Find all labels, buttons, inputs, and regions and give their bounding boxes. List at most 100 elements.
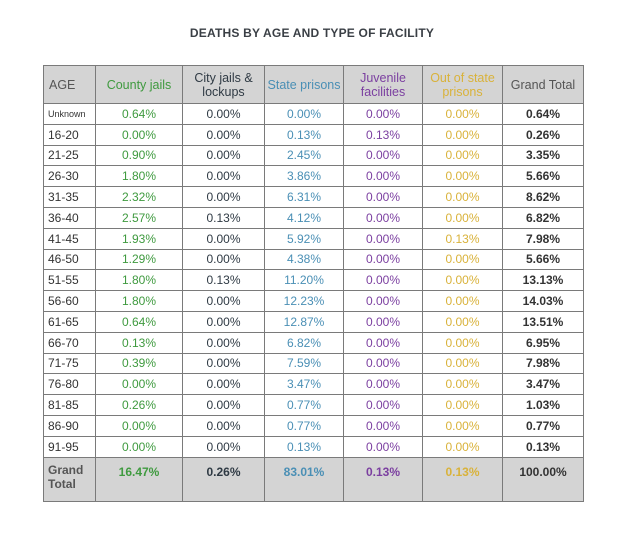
grand-total-cell: 0.13% (502, 435, 584, 458)
juvenile-cell: 0.00% (343, 394, 423, 416)
city-cell: 0.00% (182, 165, 265, 188)
out-of-state-cell: 0.00% (422, 414, 503, 437)
age-cell: 26-30 (43, 165, 96, 188)
city-cell: 0.13% (182, 269, 265, 292)
grand-total-cell: 14.03% (502, 290, 584, 312)
state-cell: 12.87% (264, 310, 344, 333)
total-state: 83.01% (264, 456, 344, 502)
county-cell: 2.32% (95, 186, 183, 208)
city-cell: 0.00% (182, 186, 265, 208)
age-cell: 16-20 (43, 123, 96, 146)
grand-total-cell: 1.03% (502, 394, 584, 416)
table-row: 86-90 0.00% 0.00% 0.77% 0.00% 0.00% 0.77% (43, 414, 584, 437)
juvenile-cell: 0.00% (343, 103, 423, 125)
out-of-state-cell: 0.00% (422, 310, 503, 333)
header-state-prisons: State prisons (264, 65, 344, 104)
county-cell: 0.00% (95, 435, 183, 458)
out-of-state-cell: 0.00% (422, 331, 503, 354)
county-cell: 1.80% (95, 290, 183, 312)
header-county-jails: County jails (95, 65, 183, 104)
city-cell: 0.13% (182, 206, 265, 229)
county-cell: 1.80% (95, 269, 183, 292)
table-row: 46-50 1.29% 0.00% 4.38% 0.00% 0.00% 5.66% (43, 248, 584, 271)
header-row: AGE County jails City jails & lockups St… (43, 65, 584, 104)
county-cell: 0.00% (95, 123, 183, 146)
age-cell: 31-35 (43, 186, 96, 208)
county-cell: 0.13% (95, 331, 183, 354)
county-cell: 2.57% (95, 206, 183, 229)
state-cell: 4.12% (264, 206, 344, 229)
grand-total-cell: 3.35% (502, 144, 584, 167)
grand-total-cell: 0.77% (502, 414, 584, 437)
out-of-state-cell: 0.00% (422, 290, 503, 312)
age-cell: 91-95 (43, 435, 96, 458)
juvenile-cell: 0.00% (343, 165, 423, 188)
grand-total-cell: 3.47% (502, 373, 584, 396)
state-cell: 0.00% (264, 103, 344, 125)
state-cell: 12.23% (264, 290, 344, 312)
age-cell: 21-25 (43, 144, 96, 167)
state-cell: 6.31% (264, 186, 344, 208)
header-age: AGE (43, 65, 96, 104)
header-grand-total: Grand Total (502, 65, 584, 104)
state-cell: 0.13% (264, 435, 344, 458)
grand-total-cell: 7.98% (502, 352, 584, 375)
city-cell: 0.00% (182, 310, 265, 333)
city-cell: 0.00% (182, 435, 265, 458)
age-cell: 56-60 (43, 290, 96, 312)
total-row-label: Grand Total (43, 456, 96, 502)
state-cell: 7.59% (264, 352, 344, 375)
juvenile-cell: 0.00% (343, 435, 423, 458)
county-cell: 1.93% (95, 227, 183, 250)
grand-total-cell: 0.64% (502, 103, 584, 125)
out-of-state-cell: 0.13% (422, 227, 503, 250)
header-out-of-state: Out of state prisons (422, 65, 503, 104)
out-of-state-cell: 0.00% (422, 394, 503, 416)
state-cell: 11.20% (264, 269, 344, 292)
city-cell: 0.00% (182, 352, 265, 375)
table-row: 61-65 0.64% 0.00% 12.87% 0.00% 0.00% 13.51% (43, 310, 584, 333)
out-of-state-cell: 0.00% (422, 373, 503, 396)
age-cell: 46-50 (43, 248, 96, 271)
city-cell: 0.00% (182, 331, 265, 354)
juvenile-cell: 0.13% (343, 123, 423, 146)
state-cell: 3.86% (264, 165, 344, 188)
juvenile-cell: 0.00% (343, 373, 423, 396)
total-city: 0.26% (182, 456, 265, 502)
state-cell: 6.82% (264, 331, 344, 354)
county-cell: 0.64% (95, 103, 183, 125)
juvenile-cell: 0.00% (343, 331, 423, 354)
city-cell: 0.00% (182, 373, 265, 396)
table-row: 71-75 0.39% 0.00% 7.59% 0.00% 0.00% 7.98% (43, 352, 584, 375)
juvenile-cell: 0.00% (343, 310, 423, 333)
total-row: Grand Total 16.47% 0.26% 83.01% 0.13% 0.… (43, 456, 584, 502)
table-row: 26-30 1.80% 0.00% 3.86% 0.00% 0.00% 5.66% (43, 165, 584, 188)
juvenile-cell: 0.00% (343, 352, 423, 375)
city-cell: 0.00% (182, 123, 265, 146)
juvenile-cell: 0.00% (343, 248, 423, 271)
table-row: 21-25 0.90% 0.00% 2.45% 0.00% 0.00% 3.35% (43, 144, 584, 167)
age-cell: Unknown (43, 103, 96, 125)
age-cell: 66-70 (43, 331, 96, 354)
city-cell: 0.00% (182, 103, 265, 125)
city-cell: 0.00% (182, 144, 265, 167)
out-of-state-cell: 0.00% (422, 435, 503, 458)
juvenile-cell: 0.00% (343, 206, 423, 229)
county-cell: 0.26% (95, 394, 183, 416)
county-cell: 0.00% (95, 414, 183, 437)
state-cell: 2.45% (264, 144, 344, 167)
total-out-of-state: 0.13% (422, 456, 503, 502)
out-of-state-cell: 0.00% (422, 103, 503, 125)
juvenile-cell: 0.00% (343, 269, 423, 292)
juvenile-cell: 0.00% (343, 290, 423, 312)
age-cell: 71-75 (43, 352, 96, 375)
grand-total-cell: 6.82% (502, 206, 584, 229)
juvenile-cell: 0.00% (343, 227, 423, 250)
grand-total-cell: 13.13% (502, 269, 584, 292)
grand-total-cell: 0.26% (502, 123, 584, 146)
total-grand: 100.00% (502, 456, 584, 502)
county-cell: 0.39% (95, 352, 183, 375)
total-county: 16.47% (95, 456, 183, 502)
city-cell: 0.00% (182, 290, 265, 312)
table-row: 91-95 0.00% 0.00% 0.13% 0.00% 0.00% 0.13% (43, 435, 584, 458)
